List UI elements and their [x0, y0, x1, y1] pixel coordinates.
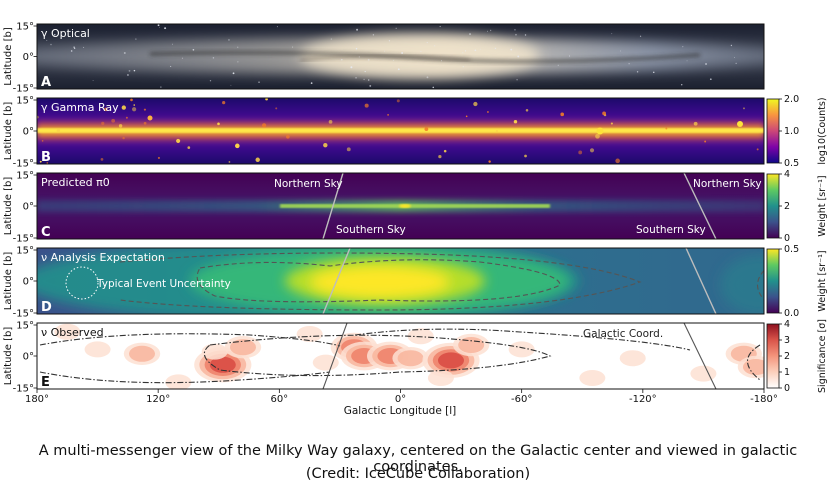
colorbar-tick-label: 0 — [784, 233, 790, 244]
panel-a-letter: A — [41, 75, 51, 90]
panel-a-label: γ Optical — [41, 27, 90, 40]
colorbar-e-title: Significance [σ] — [817, 319, 828, 393]
x-tick-label: -180° — [750, 394, 778, 405]
panel-e-letter: E — [41, 375, 50, 390]
y-tick-label: 0° — [23, 277, 34, 288]
colorbar-b — [766, 98, 780, 164]
colorbar-c — [766, 173, 780, 239]
panel-d-expectation — [36, 247, 765, 315]
x-axis-title: Galactic Longitude [l] — [344, 405, 457, 417]
y-tick-label: 15° — [16, 321, 34, 332]
colorbar-tick-label: 2 — [784, 201, 790, 212]
annotation-southern-sky-2: Southern Sky — [636, 224, 706, 236]
annotation-northern-sky-1: Northern Sky — [274, 178, 343, 190]
hotspot — [619, 350, 646, 367]
hotspot — [407, 328, 434, 345]
hotspot — [201, 343, 228, 360]
hotspot — [690, 365, 717, 382]
hotspot — [84, 341, 111, 358]
y-tick-label: 0° — [23, 52, 34, 63]
hotspot — [508, 341, 535, 358]
panel-c-pi0 — [36, 172, 765, 240]
y-tick-label: 0° — [23, 127, 34, 138]
y-axis-title: Latitude [b] — [3, 327, 14, 386]
x-tick-label: 180° — [25, 394, 49, 405]
colorbar-c-title: Weight [sr⁻¹] — [817, 175, 828, 236]
y-tick-label: -15° — [13, 159, 34, 170]
colorbar-d — [766, 248, 780, 314]
x-tick-label: -60° — [511, 394, 532, 405]
colorbar-e — [766, 323, 780, 389]
annotation-northern-sky-2: Northern Sky — [693, 178, 762, 190]
y-tick-label: 15° — [16, 22, 34, 33]
hotspot — [165, 374, 192, 389]
panel-d-label: ν Analysis Expectation — [41, 251, 165, 264]
y-tick-label: 0° — [23, 202, 34, 213]
y-tick-label: 15° — [16, 246, 34, 257]
caption-line-2: (Credit: IceCube Collaboration) — [305, 466, 531, 482]
colorbar-tick-label: 0.5 — [784, 158, 799, 169]
panel-a-optical — [36, 23, 765, 90]
hotspot — [296, 326, 323, 342]
colorbar-tick-label: 0.0 — [784, 308, 799, 319]
annotation-southern-sky-1: Southern Sky — [336, 224, 406, 236]
y-tick-label: 15° — [16, 96, 34, 107]
colorbar-tick-label: 2 — [784, 351, 790, 362]
y-tick-label: 0° — [23, 352, 34, 363]
y-tick-label: -15° — [13, 384, 34, 395]
hotspot-layer — [54, 323, 764, 389]
colorbar-tick-label: 1.0 — [784, 126, 799, 137]
hotspot — [209, 356, 236, 373]
x-tick-label: 60° — [270, 394, 288, 405]
panel-b-label: γ Gamma Ray — [41, 101, 119, 114]
hotspot — [579, 370, 606, 386]
colorbar-tick-label: 0 — [784, 383, 790, 394]
y-axis-title: Latitude [b] — [3, 252, 14, 311]
colorbar-tick-label: 0.5 — [784, 244, 799, 255]
y-axis-title: Latitude [b] — [3, 102, 14, 161]
annotation-galactic-coord: Galactic Coord. — [583, 328, 663, 340]
hotspot — [129, 345, 156, 362]
panel-b-letter: B — [41, 150, 51, 165]
colorbar-tick-label: 4 — [784, 319, 790, 330]
colorbar-tick-label: 2.0 — [784, 94, 799, 105]
colorbar-tick-label: 4 — [784, 169, 790, 180]
y-tick-label: 15° — [16, 171, 34, 182]
x-tick-label: 120° — [146, 394, 170, 405]
panel-d-letter: D — [41, 300, 52, 315]
hotspot — [312, 354, 339, 371]
hotspot — [397, 350, 424, 367]
panel-c-letter: C — [41, 225, 51, 240]
caption-line-1: A multi-messenger view of the Milky Way … — [38, 443, 798, 475]
y-axis-title: Latitude [b] — [3, 177, 14, 236]
panel-e-label: ν Observed — [41, 326, 104, 339]
colorbar-d-title: Weight [sr⁻¹] — [817, 250, 828, 311]
x-tick-label: -120° — [629, 394, 657, 405]
panel-b-gamma — [36, 97, 765, 165]
panel-e-observed — [36, 322, 765, 390]
annotation-event-uncertainty: Typical Event Uncertainty — [96, 278, 231, 290]
y-axis-title: Latitude [b] — [3, 27, 14, 86]
hotspot — [427, 370, 454, 386]
hotspot — [742, 359, 764, 375]
y-tick-label: -15° — [13, 309, 34, 320]
hotspot — [437, 352, 464, 369]
colorbar-tick-label: 1 — [784, 367, 790, 378]
panel-c-label: Predicted π0 — [41, 176, 110, 189]
y-tick-label: -15° — [13, 84, 34, 95]
hotspot — [229, 339, 256, 356]
colorbar-tick-label: 3 — [784, 335, 790, 346]
colorbar-b-title: log10(Counts) — [817, 97, 828, 164]
x-tick-label: 0° — [395, 394, 406, 405]
y-tick-label: -15° — [13, 234, 34, 245]
hotspot — [54, 323, 81, 340]
hotspot — [458, 337, 485, 353]
